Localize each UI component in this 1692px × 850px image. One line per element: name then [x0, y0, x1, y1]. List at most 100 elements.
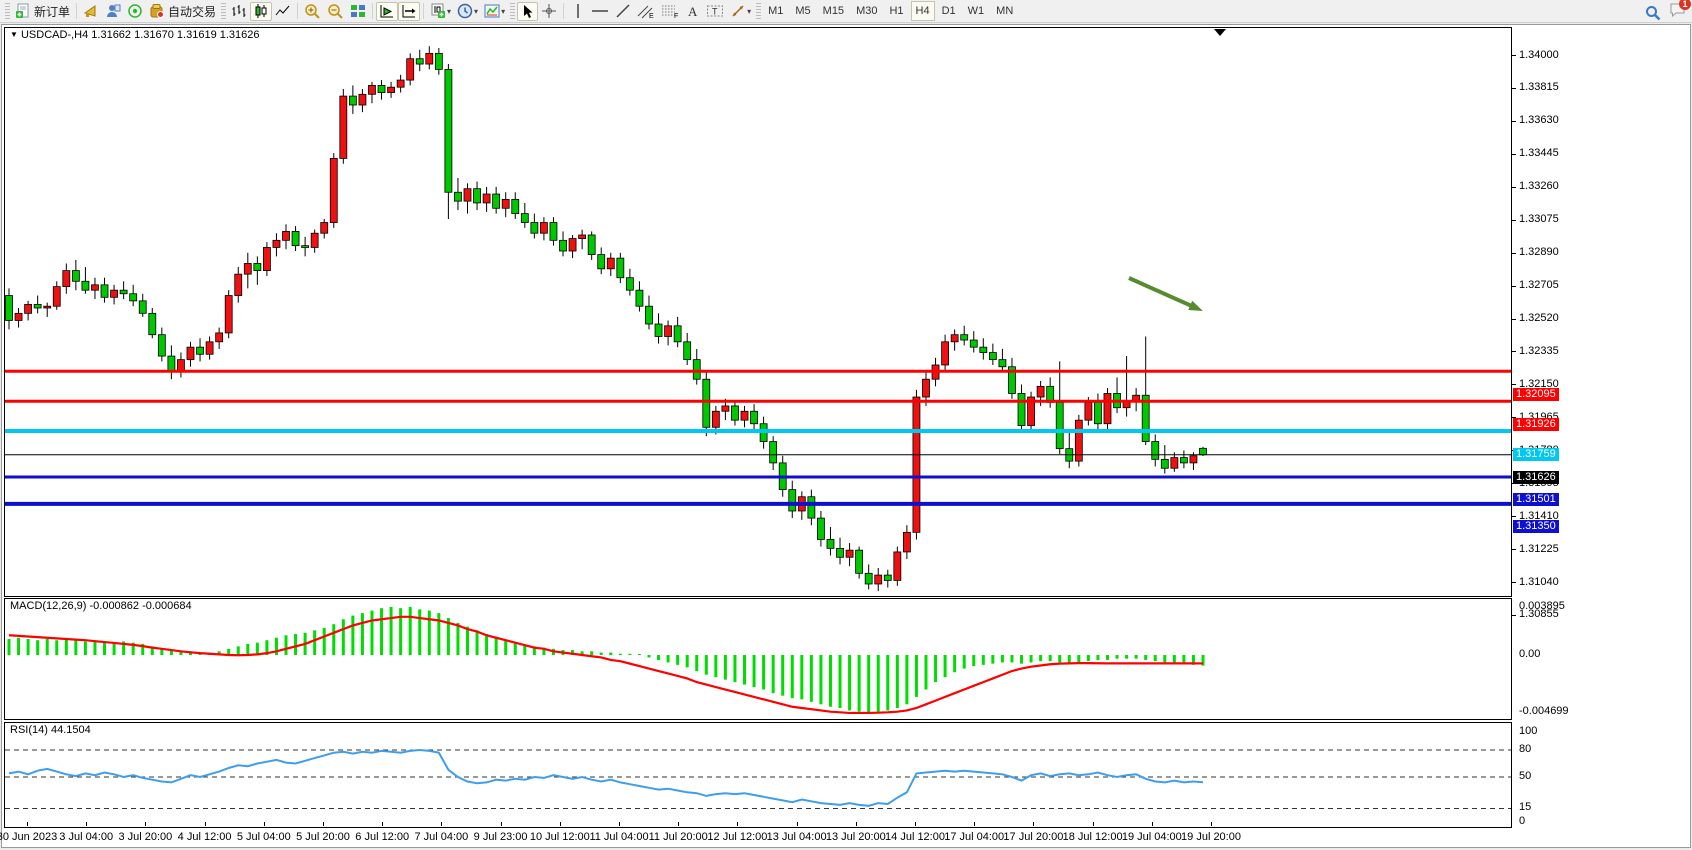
line-chart-icon [275, 5, 290, 16]
indicators-icon [484, 4, 500, 18]
zoom-out-button[interactable] [324, 2, 347, 21]
trendline-icon [616, 4, 630, 18]
chart-shift-button[interactable] [398, 1, 421, 21]
autotrade-icon [150, 4, 165, 18]
bar-chart-mode-button[interactable] [228, 2, 250, 21]
new-order-label: 新订单 [34, 4, 71, 19]
timeframe-M5[interactable]: M5 [795, 5, 811, 17]
autotrade-label: 自动交易 [168, 4, 217, 19]
zoom-in-icon [305, 3, 320, 19]
chart-title[interactable]: ▼ USDCAD-,H4 1.31662 1.31670 1.31619 1.3… [10, 29, 260, 41]
text-icon: A [688, 4, 698, 19]
price-axis[interactable] [1511, 27, 1571, 828]
equidistant-channel-icon: E [637, 5, 654, 19]
bar-chart-icon [232, 5, 246, 17]
line-chart-mode-button[interactable] [272, 2, 294, 21]
pane-separator[interactable] [4, 595, 1512, 599]
pane-separator[interactable] [4, 719, 1512, 723]
rsi-canvas[interactable] [5, 723, 1511, 827]
toolbar-grip[interactable] [5, 3, 10, 19]
toolbar: 新订单 自动交易 [0, 0, 1692, 23]
timeframe-group: M1 M5 M15 M30 H1 H4 D1 W1 MN [763, 1, 1018, 21]
vertical-line-icon [576, 4, 579, 18]
macd-label: MACD(12,26,9) -0.000862 -0.000684 [10, 600, 192, 612]
signal-icon [128, 4, 142, 18]
timeframe-W1[interactable]: W1 [967, 5, 985, 17]
macd-values: -0.000862 -0.000684 [89, 600, 192, 612]
toolbar-grip[interactable] [756, 3, 762, 19]
autotrade-button[interactable]: 自动交易 [146, 2, 219, 21]
chart-ohlc: 1.31662 1.31670 1.31619 1.31626 [91, 29, 260, 41]
toolbar-grip[interactable] [221, 3, 227, 19]
horizontal-line-button[interactable] [588, 2, 612, 21]
notifications-button[interactable]: 1 [1669, 0, 1691, 23]
time-axis[interactable] [4, 828, 1511, 846]
data-window-button[interactable] [102, 2, 124, 21]
timeframe-M1[interactable]: M1 [768, 5, 784, 17]
timeframe-MN[interactable]: MN [996, 5, 1014, 17]
candlestick-canvas[interactable] [5, 28, 1511, 596]
chevron-down-icon: ▾ [501, 6, 506, 16]
search-icon[interactable] [1645, 5, 1661, 21]
zoom-in-button[interactable] [301, 2, 324, 21]
person-chart-icon [107, 4, 121, 17]
sound-signal-button[interactable] [124, 2, 146, 21]
timeframe-D1[interactable]: D1 [941, 5, 956, 17]
timeframe-M15[interactable]: M15 [822, 5, 845, 17]
svg-text:T: T [712, 7, 718, 17]
fibonacci-icon: F [662, 5, 678, 19]
macd-canvas[interactable] [5, 599, 1511, 719]
cursor-icon [523, 4, 533, 18]
trend-arrow-annotation[interactable] [1128, 276, 1203, 311]
toolbar-grip[interactable] [510, 3, 516, 19]
main-price-pane[interactable] [4, 27, 1512, 597]
chevron-down-icon: ▾ [447, 6, 452, 16]
symbol-dropdown-icon[interactable]: ▼ [10, 30, 18, 39]
chart-shift-icon [402, 5, 416, 18]
auto-scroll-button[interactable] [376, 1, 399, 21]
crosshair-icon [542, 4, 557, 18]
svg-text:E: E [649, 13, 654, 19]
trendline-button[interactable] [612, 2, 634, 21]
candlestick-mode-button[interactable] [250, 1, 273, 21]
horn-icon [83, 5, 96, 17]
clock-icon [457, 3, 473, 19]
cursor-button[interactable] [517, 1, 539, 21]
candlestick-icon [255, 4, 267, 18]
rsi-value: 44.1504 [50, 724, 91, 736]
chart-window: ▼ USDCAD-,H4 1.31662 1.31670 1.31619 1.3… [0, 24, 1691, 848]
timeframe-H1[interactable]: H1 [889, 5, 904, 17]
rsi-pane[interactable] [4, 722, 1512, 828]
svg-text:F: F [674, 13, 678, 19]
zoom-out-icon [328, 3, 343, 19]
chevron-down-icon: ▾ [474, 6, 479, 16]
new-chart-icon [431, 3, 446, 18]
chart-symbol: USDCAD-,H4 [20, 29, 89, 41]
vertical-line-button[interactable] [567, 2, 588, 21]
arrows-button[interactable]: ▾ [727, 2, 754, 21]
market-watch-button[interactable] [80, 2, 102, 21]
chevron-down-icon: ▾ [747, 6, 752, 16]
rsi-label: RSI(14) 44.1504 [10, 724, 91, 736]
text-label-icon: T [707, 5, 724, 17]
crosshair-button[interactable] [538, 2, 560, 21]
periods-button[interactable]: ▾ [454, 2, 481, 21]
macd-pane[interactable] [4, 598, 1512, 720]
tile-windows-icon [351, 5, 366, 17]
timeframe-M30[interactable]: M30 [856, 5, 878, 17]
notification-badge: 1 [1679, 0, 1691, 10]
indicators-button[interactable]: ▾ [481, 2, 508, 21]
svg-text:A: A [688, 4, 698, 19]
timeframe-H4[interactable]: H4 [910, 1, 935, 21]
text-label-button[interactable]: T [703, 2, 727, 21]
rsi-name: RSI(14) [10, 724, 48, 736]
new-chart-button[interactable]: ▾ [427, 2, 454, 21]
chart-shift-marker[interactable] [1214, 29, 1226, 36]
text-button[interactable]: A [682, 2, 703, 21]
fibonacci-button[interactable]: F [658, 2, 682, 21]
equidistant-channel-button[interactable]: E [634, 2, 658, 21]
tile-windows-button[interactable] [347, 2, 369, 21]
new-order-button[interactable]: 新订单 [12, 2, 73, 21]
auto-scroll-icon [380, 5, 394, 18]
